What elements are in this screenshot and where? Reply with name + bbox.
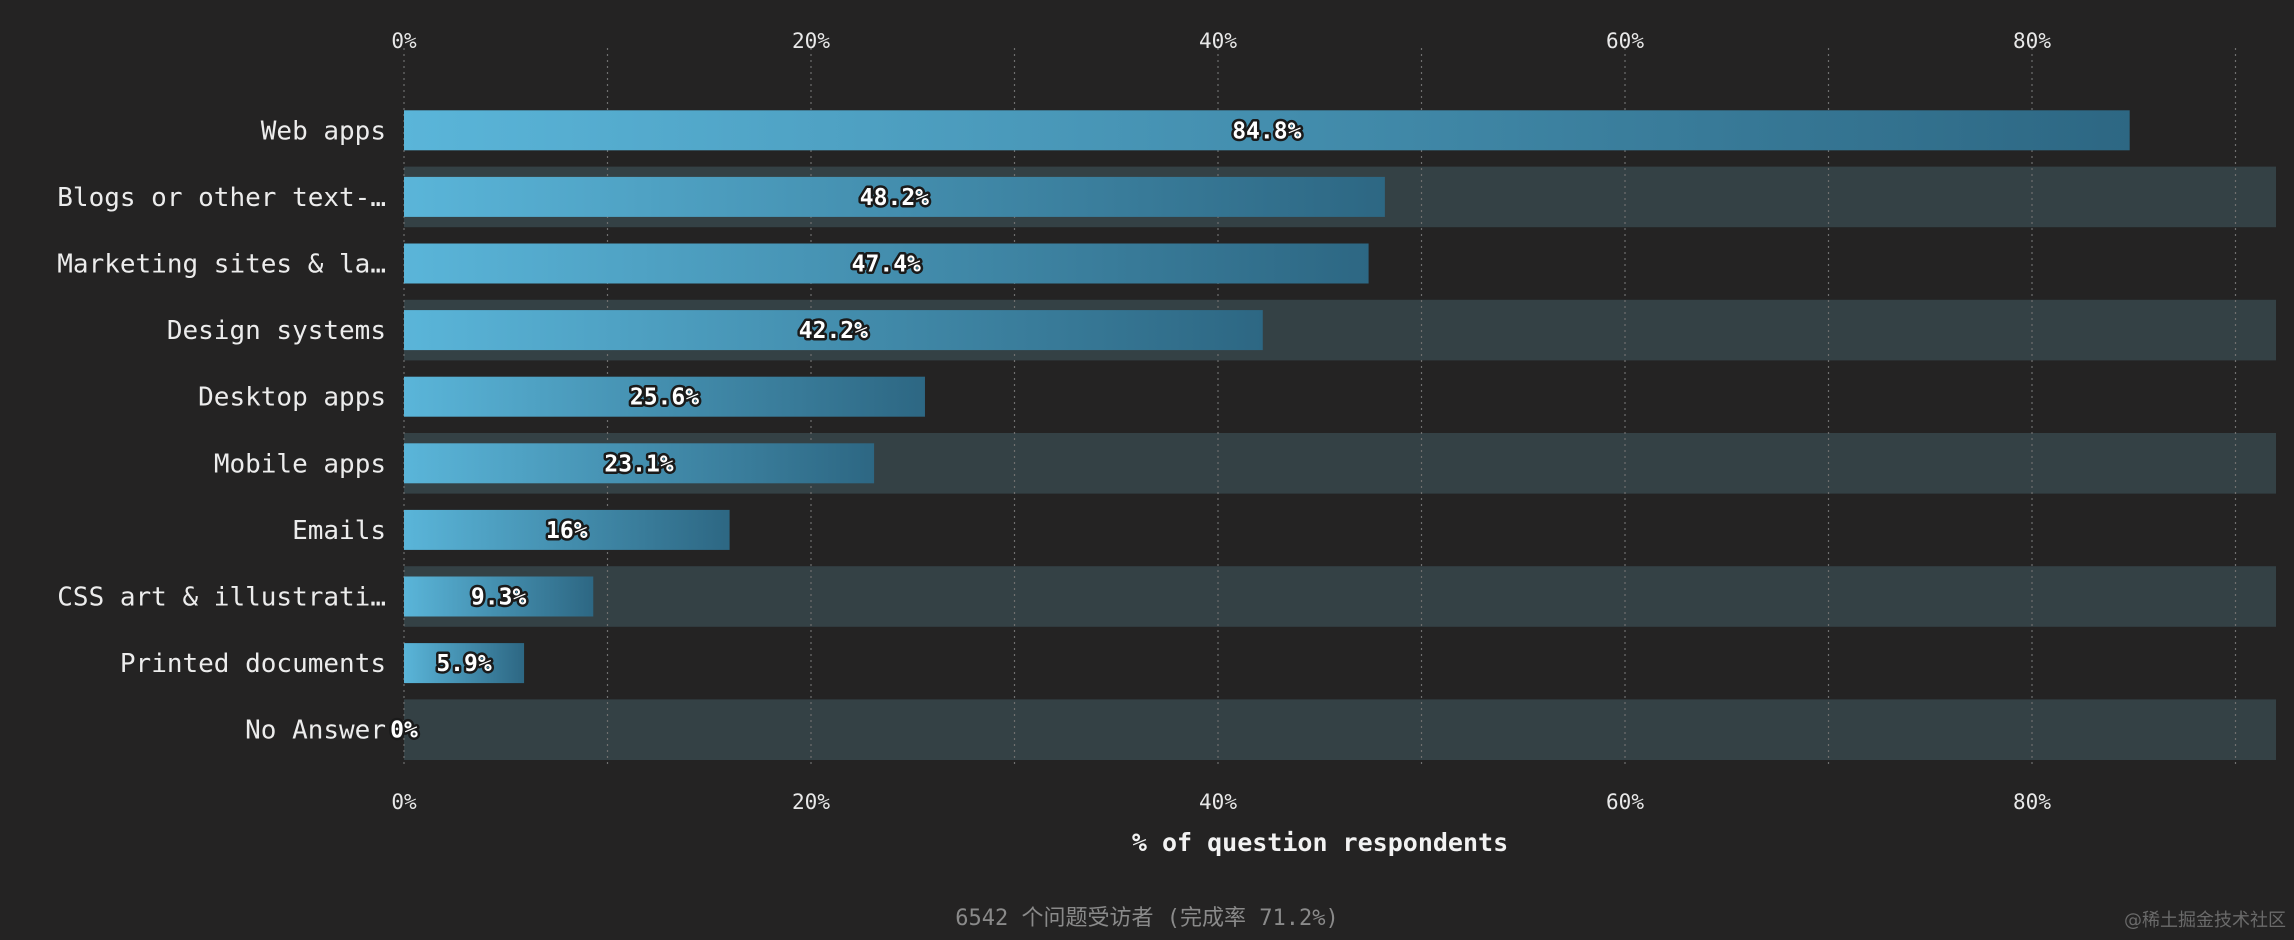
category-label: Emails bbox=[292, 516, 386, 546]
data-label: 84.8% bbox=[1232, 118, 1301, 144]
top-tick-label: 40% bbox=[1199, 29, 1237, 53]
data-label: 23.1% bbox=[604, 451, 673, 477]
data-labels: 84.8% 48.2% 47.4% 42.2% 25.6% 23.1% 16% 9.3% 5.9… bbox=[388, 116, 1304, 746]
respondents-note: 6542 个问题受访者 (完成率 71.2%) bbox=[955, 906, 1339, 931]
row-band bbox=[404, 699, 2276, 760]
data-label: 47.4% bbox=[852, 252, 921, 278]
data-label: 5.9% bbox=[436, 651, 492, 677]
data-label: 42.2% bbox=[799, 318, 868, 344]
data-label: 48.2% bbox=[860, 185, 929, 211]
category-label: Design systems bbox=[167, 316, 386, 346]
bar bbox=[404, 176, 1385, 217]
bar bbox=[404, 509, 730, 550]
bar bbox=[404, 443, 875, 484]
data-label: 25.6% bbox=[630, 385, 699, 411]
category-label: CSS art & illustrati… bbox=[57, 583, 386, 613]
bars bbox=[404, 110, 2130, 684]
bottom-tick-label: 20% bbox=[792, 790, 830, 814]
bottom-tick-label: 80% bbox=[2013, 790, 2051, 814]
category-label: Mobile apps bbox=[214, 449, 386, 479]
category-label: Printed documents bbox=[120, 649, 386, 679]
top-tick-label: 60% bbox=[1606, 29, 1644, 53]
bottom-axis-ticks: 0% 20% 40% 60% 80% bbox=[391, 790, 2051, 814]
data-label: 0% bbox=[390, 718, 418, 744]
category-label: Blogs or other text-… bbox=[57, 183, 386, 213]
top-tick-label: 0% bbox=[391, 29, 417, 53]
x-axis-title: % of question respondents bbox=[1132, 828, 1508, 857]
watermark: @稀土掘金技术社区 bbox=[2124, 910, 2286, 931]
row-bands bbox=[404, 166, 2276, 760]
bottom-tick-label: 0% bbox=[391, 790, 417, 814]
category-label: Marketing sites & la… bbox=[57, 250, 386, 280]
bar bbox=[404, 643, 525, 684]
category-label: Web apps bbox=[261, 116, 386, 146]
category-label: Desktop apps bbox=[198, 383, 386, 413]
bar bbox=[404, 576, 594, 617]
top-tick-label: 80% bbox=[2013, 29, 2051, 53]
bottom-tick-label: 60% bbox=[1606, 790, 1644, 814]
category-label: No Answer bbox=[245, 716, 386, 746]
bar bbox=[404, 243, 1369, 284]
bar bbox=[404, 376, 925, 417]
row-band bbox=[404, 566, 2276, 627]
bar bbox=[404, 310, 1263, 351]
top-axis-ticks: 0% 20% 40% 60% 80% bbox=[391, 29, 2051, 53]
category-labels: Web apps Blogs or other text-… Marketing s… bbox=[57, 116, 386, 745]
data-label: 16% bbox=[546, 518, 588, 544]
data-label: 9.3% bbox=[471, 585, 527, 611]
bar bbox=[404, 110, 2130, 151]
top-tick-label: 20% bbox=[792, 29, 830, 53]
bottom-tick-label: 40% bbox=[1199, 790, 1237, 814]
